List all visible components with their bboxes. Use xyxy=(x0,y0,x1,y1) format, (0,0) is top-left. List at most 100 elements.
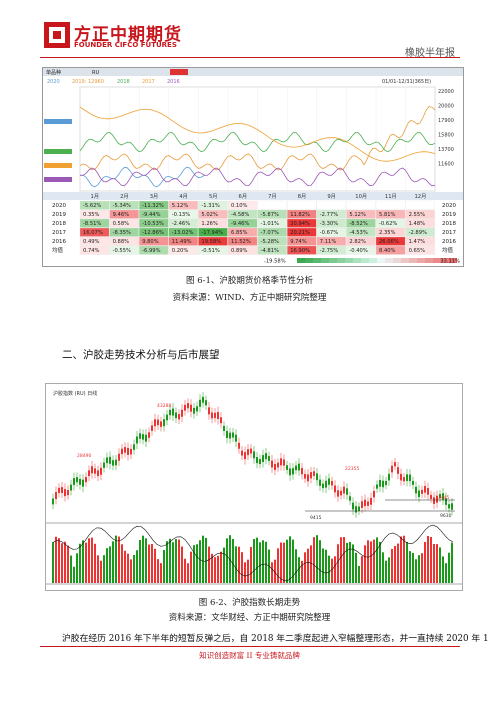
cell-value: 11.82% xyxy=(290,212,310,218)
cell xyxy=(109,236,139,246)
toolbar-label: RU xyxy=(92,70,99,76)
cell-value: -4.81% xyxy=(261,248,279,254)
candle-body xyxy=(217,412,219,419)
candle-body xyxy=(241,450,243,456)
volume-bar xyxy=(262,540,264,583)
volume-bar xyxy=(427,535,429,583)
cell-value: 0.10% xyxy=(231,203,248,209)
cell-value: -7.07% xyxy=(261,230,279,236)
candle-body xyxy=(391,465,393,473)
candle-body xyxy=(394,462,396,467)
cell-value: 1.48% xyxy=(409,221,426,227)
month-label: 4月 xyxy=(179,193,188,200)
candle-body xyxy=(133,444,135,450)
volume-bar xyxy=(223,547,225,583)
volume-bar xyxy=(328,555,330,583)
month-row xyxy=(43,192,463,200)
volume-bar xyxy=(70,555,72,583)
axis-label: 15800 xyxy=(438,133,454,139)
cell xyxy=(79,245,110,255)
volume-bar xyxy=(424,541,426,583)
cell xyxy=(257,245,287,255)
volume-bar xyxy=(73,566,75,583)
volume-bar xyxy=(232,539,234,583)
candle-body xyxy=(199,399,201,407)
cell-value: 11.52% xyxy=(231,239,251,245)
body-text: 沪胶在经历 2016 年下半年的短暂反弹之后，自 2018 年二季度起进入窄幅整… xyxy=(62,634,489,644)
candle-body xyxy=(352,502,354,510)
row-label: 2017 xyxy=(52,230,66,236)
figure-source: 资料来源：WIND、方正中期研究院整理 xyxy=(172,293,327,303)
volume-bar xyxy=(421,553,423,583)
section-heading: 二、沪胶走势技术分析与后市展望 xyxy=(62,349,220,361)
month-label: 11月 xyxy=(385,193,397,200)
candle-body xyxy=(127,447,129,455)
cell xyxy=(257,227,287,237)
cell xyxy=(227,236,258,246)
cell-value: 5.12% xyxy=(172,203,189,209)
candle-body xyxy=(436,495,438,503)
cell xyxy=(316,245,347,255)
volume-bar xyxy=(100,560,102,583)
candle-body xyxy=(229,432,231,439)
candle-body xyxy=(52,498,54,505)
cell-value: 19.58% xyxy=(201,239,221,245)
cell-value: 5.81% xyxy=(379,212,396,218)
cell xyxy=(198,218,228,228)
cell xyxy=(346,218,376,228)
volume-bar xyxy=(154,548,156,583)
cell xyxy=(405,200,435,210)
candle-body xyxy=(58,487,60,493)
candle-body xyxy=(154,419,156,427)
volume-bar xyxy=(181,546,183,583)
candle-body xyxy=(313,471,315,476)
candle-body xyxy=(379,480,381,487)
cell-value: -5.87% xyxy=(261,212,279,218)
volume-bar xyxy=(376,537,378,583)
scale-step xyxy=(433,258,441,263)
candle-body xyxy=(256,457,258,464)
cell-value: -11.32% xyxy=(142,203,164,209)
cell xyxy=(375,209,406,219)
volume-bar xyxy=(337,544,339,583)
candle-body xyxy=(85,476,87,483)
cell xyxy=(316,218,347,228)
candle-body xyxy=(211,412,213,419)
candle-body xyxy=(331,480,333,486)
candle-body xyxy=(79,478,81,485)
volume-bar xyxy=(256,537,258,583)
candle-body xyxy=(64,489,66,497)
volume-bar xyxy=(94,543,96,583)
candle-body xyxy=(151,425,153,431)
volume-bar xyxy=(193,545,195,583)
scale-step xyxy=(313,258,321,263)
volume-bar xyxy=(364,545,366,583)
volume-bar xyxy=(349,541,351,583)
cell-value: -0.51% xyxy=(201,248,219,254)
volume-bar xyxy=(157,559,159,583)
cell-value: 2.82% xyxy=(349,239,366,245)
cell-value: 0.20% xyxy=(172,248,189,254)
candle-body xyxy=(70,484,72,491)
candle-body xyxy=(121,448,123,455)
volume-bar xyxy=(295,549,297,583)
candle-body xyxy=(157,419,159,426)
volume-bar xyxy=(346,542,348,583)
cell xyxy=(79,227,110,237)
candle-body xyxy=(103,462,105,468)
legend-entry: 2019: 12960 xyxy=(72,79,104,85)
candle-body xyxy=(145,434,147,442)
candle-body xyxy=(430,494,432,499)
volume-bar xyxy=(283,542,285,583)
cell xyxy=(405,227,435,237)
scale-step xyxy=(409,258,417,263)
candle-body xyxy=(175,412,177,419)
candle-body xyxy=(196,406,198,412)
cell-value: 0.89% xyxy=(231,248,248,254)
volume-bar xyxy=(253,538,255,583)
cell xyxy=(79,236,110,246)
scale-step xyxy=(425,258,433,263)
cell xyxy=(198,227,228,237)
cell-value: -1.31% xyxy=(201,203,219,209)
